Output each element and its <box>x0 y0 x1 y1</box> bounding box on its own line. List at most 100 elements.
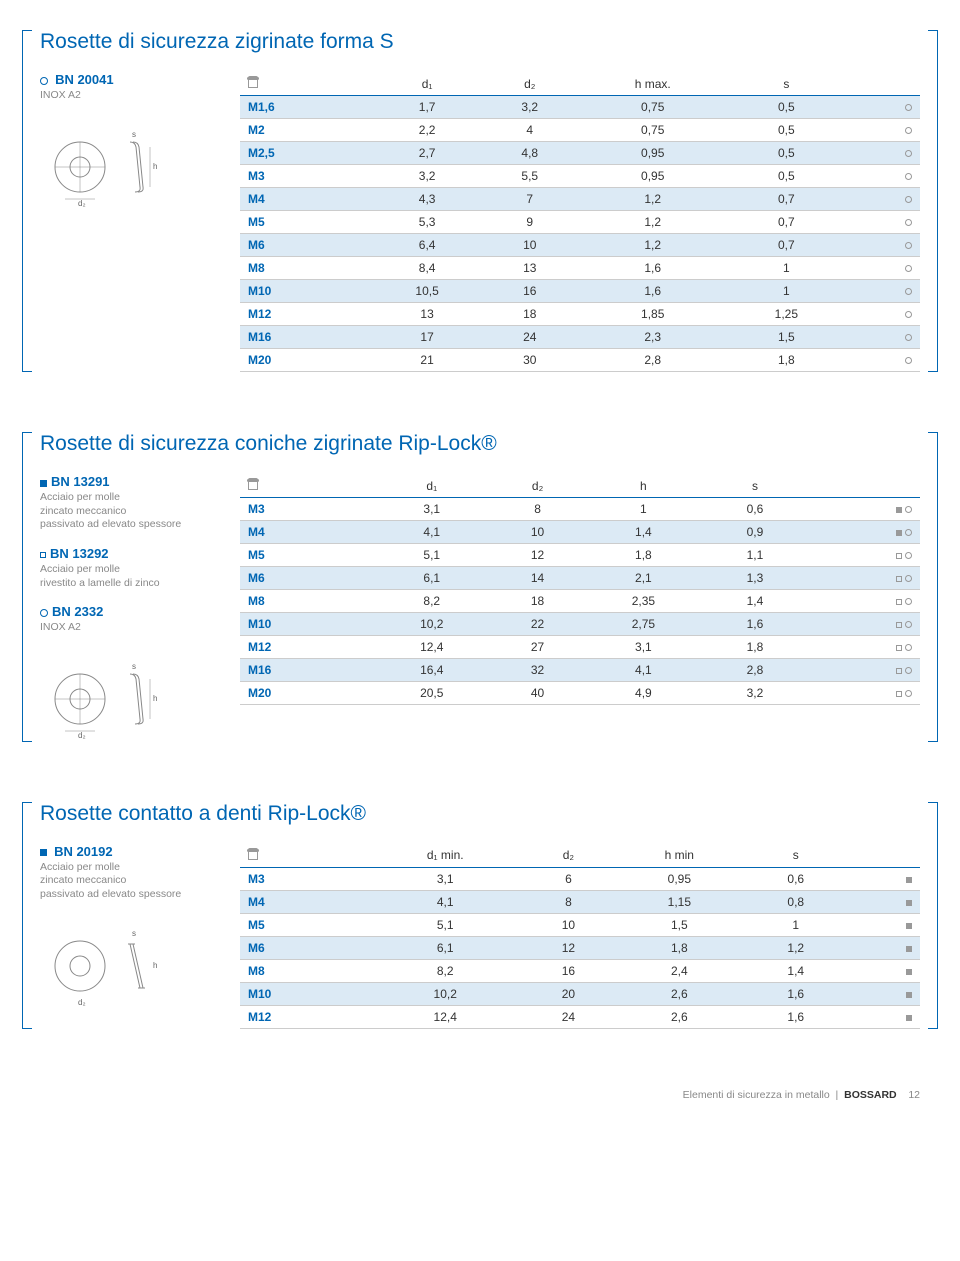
washer-diagram-icon: d₂ h s <box>40 916 180 1006</box>
data-cell: 20,5 <box>370 682 493 705</box>
washer-diagram-icon: d₂ h s <box>40 117 180 207</box>
data-cell: 2,2 <box>370 119 483 142</box>
data-cell: 1 <box>582 498 705 521</box>
table-row: M88,2182,351,4 <box>240 590 920 613</box>
data-cell: 0,7 <box>730 234 843 257</box>
availability-marks <box>843 913 920 936</box>
table-row: M1212,4273,11,8 <box>240 636 920 659</box>
table-row: M1616,4324,12,8 <box>240 659 920 682</box>
data-cell: 3,2 <box>370 165 483 188</box>
data-cell: 12 <box>526 936 610 959</box>
data-cell: 8,2 <box>364 959 526 982</box>
size-cell: M5 <box>240 211 370 234</box>
bn-item: BN 2332INOX A2 <box>40 604 220 635</box>
data-cell: 1,7 <box>370 96 483 119</box>
sq-empty-icon <box>40 552 46 558</box>
data-cell: 13 <box>370 303 483 326</box>
data-cell: 20 <box>526 982 610 1005</box>
column-header <box>240 474 370 498</box>
column-header: d₂ <box>493 474 581 498</box>
size-cell: M3 <box>240 498 370 521</box>
section-title: Rosette di sicurezza coniche zigrinate R… <box>40 432 920 456</box>
circle-icon <box>905 575 912 582</box>
data-cell: 10,2 <box>364 982 526 1005</box>
data-cell: 0,5 <box>730 96 843 119</box>
circle-icon <box>905 621 912 628</box>
size-cell: M10 <box>240 982 364 1005</box>
data-cell: 5,1 <box>364 913 526 936</box>
page-number: 12 <box>908 1089 920 1101</box>
availability-marks <box>843 165 920 188</box>
size-cell: M8 <box>240 257 370 280</box>
data-cell: 30 <box>484 349 576 372</box>
availability-marks <box>843 257 920 280</box>
table-row: M44,371,20,7 <box>240 188 920 211</box>
data-cell: 1,8 <box>730 349 843 372</box>
data-cell: 1,4 <box>705 590 805 613</box>
size-cell: M16 <box>240 659 370 682</box>
data-cell: 0,75 <box>576 96 730 119</box>
size-cell: M16 <box>240 326 370 349</box>
square-empty-icon <box>896 645 902 651</box>
data-cell: 12 <box>493 544 581 567</box>
size-cell: M6 <box>240 234 370 257</box>
data-cell: 1,1 <box>705 544 805 567</box>
footer-text: Elementi di sicurezza in metallo <box>683 1089 830 1101</box>
size-cell: M6 <box>240 936 364 959</box>
data-cell: 0,5 <box>730 165 843 188</box>
column-header: s <box>705 474 805 498</box>
table-row: M2,52,74,80,950,5 <box>240 142 920 165</box>
data-cell: 16,4 <box>370 659 493 682</box>
circle-icon <box>905 667 912 674</box>
bn-item: BN 13292Acciaio per mollerivestito a lam… <box>40 546 220 590</box>
data-cell: 2,8 <box>576 349 730 372</box>
column-header: d₁ min. <box>364 844 526 868</box>
size-cell: M20 <box>240 682 370 705</box>
data-cell: 24 <box>526 1005 610 1028</box>
data-table-3: d₁ min.d₂h mins M33,160,950,6M44,181,150… <box>240 844 920 1029</box>
availability-marks <box>805 590 920 613</box>
sidebar: BN 20041 INOX A2 d₂ h s <box>40 72 220 372</box>
size-cell: M8 <box>240 590 370 613</box>
bracket-left-icon <box>22 30 32 372</box>
data-cell: 1,4 <box>748 959 843 982</box>
table-row: M44,1101,40,9 <box>240 521 920 544</box>
column-header: h <box>582 474 705 498</box>
table-row: M1,61,73,20,750,5 <box>240 96 920 119</box>
bn-desc: INOX A2 <box>40 89 220 103</box>
circle-icon <box>905 644 912 651</box>
data-cell: 13 <box>484 257 576 280</box>
data-cell: 3,1 <box>370 498 493 521</box>
data-cell: 10 <box>493 521 581 544</box>
data-cell: 1 <box>730 280 843 303</box>
availability-marks <box>843 211 920 234</box>
data-cell: 10,2 <box>370 613 493 636</box>
availability-marks <box>843 119 920 142</box>
square-full-icon <box>896 530 902 536</box>
size-cell: M8 <box>240 959 364 982</box>
data-cell: 0,75 <box>576 119 730 142</box>
data-cell: 1,15 <box>611 890 748 913</box>
square-full-icon <box>40 849 47 856</box>
data-cell: 2,6 <box>611 1005 748 1028</box>
data-cell: 4,9 <box>582 682 705 705</box>
size-cell: M12 <box>240 636 370 659</box>
data-cell: 21 <box>370 349 483 372</box>
circle-icon <box>905 196 912 203</box>
circle-icon <box>905 265 912 272</box>
bracket-right-icon <box>928 30 938 372</box>
bn-item: BN 20041 INOX A2 <box>40 72 220 103</box>
circle-icon <box>905 357 912 364</box>
size-cell: M6 <box>240 567 370 590</box>
data-cell: 6,1 <box>370 567 493 590</box>
table-row: M1010,5161,61 <box>240 280 920 303</box>
bn-desc: INOX A2 <box>40 621 220 635</box>
data-cell: 3,2 <box>705 682 805 705</box>
svg-text:h: h <box>153 162 157 171</box>
table-row: M33,25,50,950,5 <box>240 165 920 188</box>
data-cell: 10,5 <box>370 280 483 303</box>
data-cell: 0,95 <box>611 867 748 890</box>
column-header: d₂ <box>484 72 576 96</box>
data-cell: 1,8 <box>705 636 805 659</box>
sidebar: BN 20192 Acciaio per mollezincato meccan… <box>40 844 220 1029</box>
